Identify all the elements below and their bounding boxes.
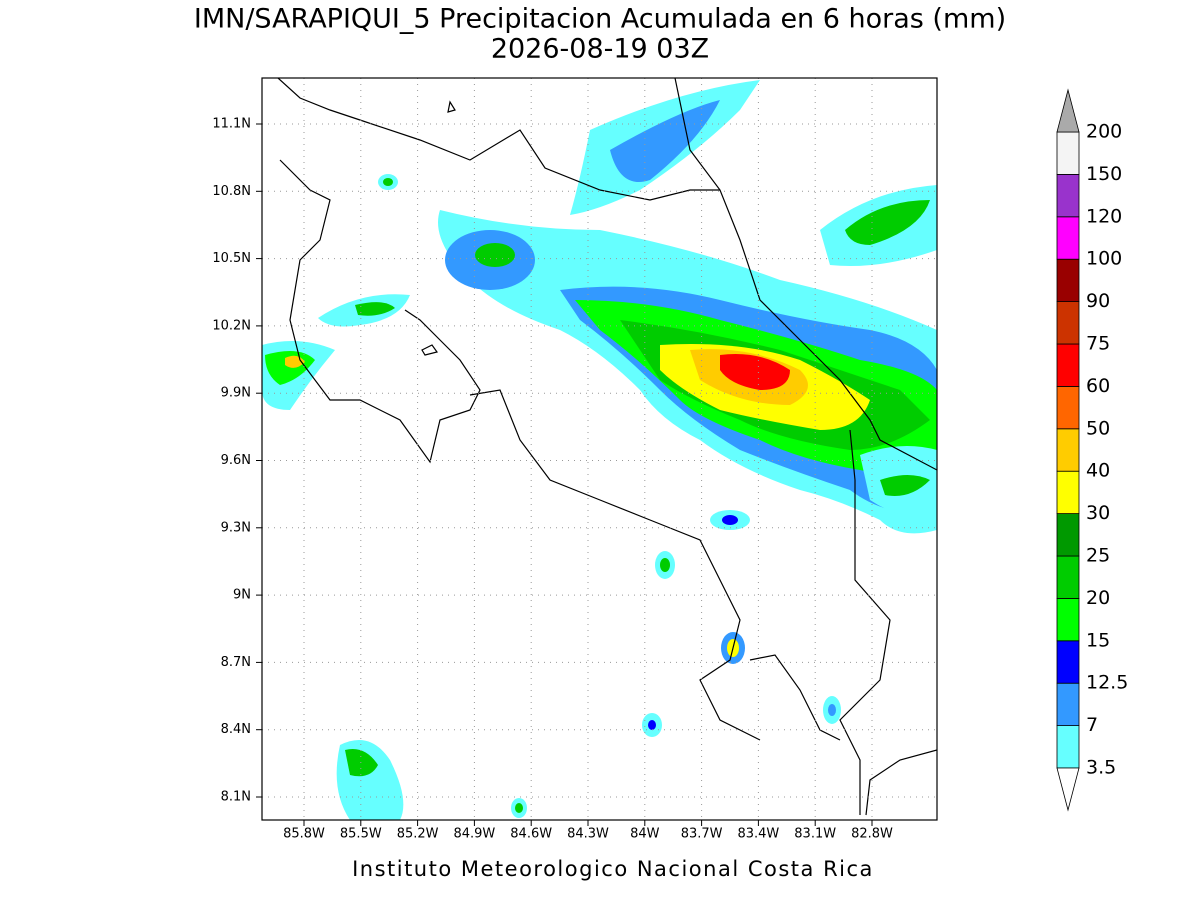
coastlines (277, 78, 937, 816)
lat-tick-label: 11.1N (212, 117, 251, 132)
colorbar-label: 7 (1086, 714, 1098, 736)
lat-tick-label: 9.3N (221, 520, 251, 535)
lon-tick-label: 85.2W (397, 827, 439, 842)
lat-tick-label: 9.6N (221, 453, 251, 468)
colorbar-box (1056, 555, 1080, 599)
colorbar-label: 15 (1086, 629, 1110, 651)
colorbar-label: 100 (1086, 248, 1122, 270)
colorbar-under (1056, 767, 1080, 812)
subtitle: 2026-08-19 03Z (491, 34, 709, 65)
colorbar-box (1056, 725, 1080, 769)
colorbar-label: 30 (1086, 502, 1110, 524)
map (262, 78, 937, 820)
colorbar-label: 12.5 (1086, 672, 1128, 694)
lat-tick-label: 10.8N (212, 184, 251, 199)
colorbar: 3.5 7 12.5 15 20 25 30 40 50 60 75 90 100 120 150 200 (1056, 88, 1128, 812)
colorbar-label: 60 (1086, 375, 1110, 397)
colorbar-over (1056, 88, 1080, 133)
colorbar-label: 75 (1086, 333, 1110, 355)
title: IMN/SARAPIQUI_5 Precipitacion Acumulada … (194, 4, 1006, 35)
lat-tick-label: 10.2N (212, 318, 251, 333)
colorbar-box (1056, 258, 1080, 303)
lon-tick-label: 84W (630, 827, 660, 842)
lon-tick-label: 85.5W (340, 827, 382, 842)
colorbar-box (1056, 173, 1080, 218)
axes: 85.8W 85.5W 85.2W 84.9W 84.6W 84.3W 84W 83.7W 83… (212, 117, 893, 842)
lon-tick-label: 84.9W (453, 827, 495, 842)
colorbar-box (1056, 343, 1080, 387)
lon-tick-label: 84.3W (567, 827, 609, 842)
footer: Instituto Meteorologico Nacional Costa R… (352, 857, 874, 881)
colorbar-label: 120 (1086, 205, 1122, 227)
colorbar-box (1056, 682, 1080, 727)
colorbar-box (1056, 428, 1080, 472)
colorbar-box (1056, 640, 1080, 684)
lon-tick-label: 85.8W (283, 827, 325, 842)
lon-tick-label: 82.8W (851, 827, 893, 842)
colorbar-box (1056, 385, 1080, 430)
colorbar-label: 50 (1086, 417, 1110, 439)
colorbar-label: 90 (1086, 290, 1110, 312)
lat-tick-label: 8.1N (221, 790, 251, 805)
colorbar-box (1056, 598, 1080, 642)
grid (262, 78, 937, 820)
lon-tick-label: 84.6W (510, 827, 552, 842)
colorbar-box (1056, 470, 1080, 515)
colorbar-label: 200 (1086, 121, 1122, 143)
lat-tick-label: 10.5N (212, 251, 251, 266)
colorbar-label: 3.5 (1086, 757, 1116, 779)
colorbar-label: 20 (1086, 587, 1110, 609)
lon-tick-label: 83.1W (794, 827, 836, 842)
lon-tick-label: 83.4W (737, 827, 779, 842)
colorbar-box (1056, 216, 1080, 260)
precipitation (262, 80, 937, 820)
colorbar-label: 40 (1086, 460, 1110, 482)
lat-tick-label: 8.7N (221, 655, 251, 670)
colorbar-label: 150 (1086, 163, 1122, 185)
lon-tick-label: 83.7W (681, 827, 723, 842)
colorbar-label: 25 (1086, 545, 1110, 567)
lat-tick-label: 9N (233, 588, 251, 603)
colorbar-box (1056, 301, 1080, 345)
map-frame (261, 77, 938, 821)
lat-tick-label: 9.9N (221, 386, 251, 401)
colorbar-box (1056, 513, 1080, 557)
colorbar-box (1056, 131, 1080, 175)
lat-tick-label: 8.4N (221, 722, 251, 737)
